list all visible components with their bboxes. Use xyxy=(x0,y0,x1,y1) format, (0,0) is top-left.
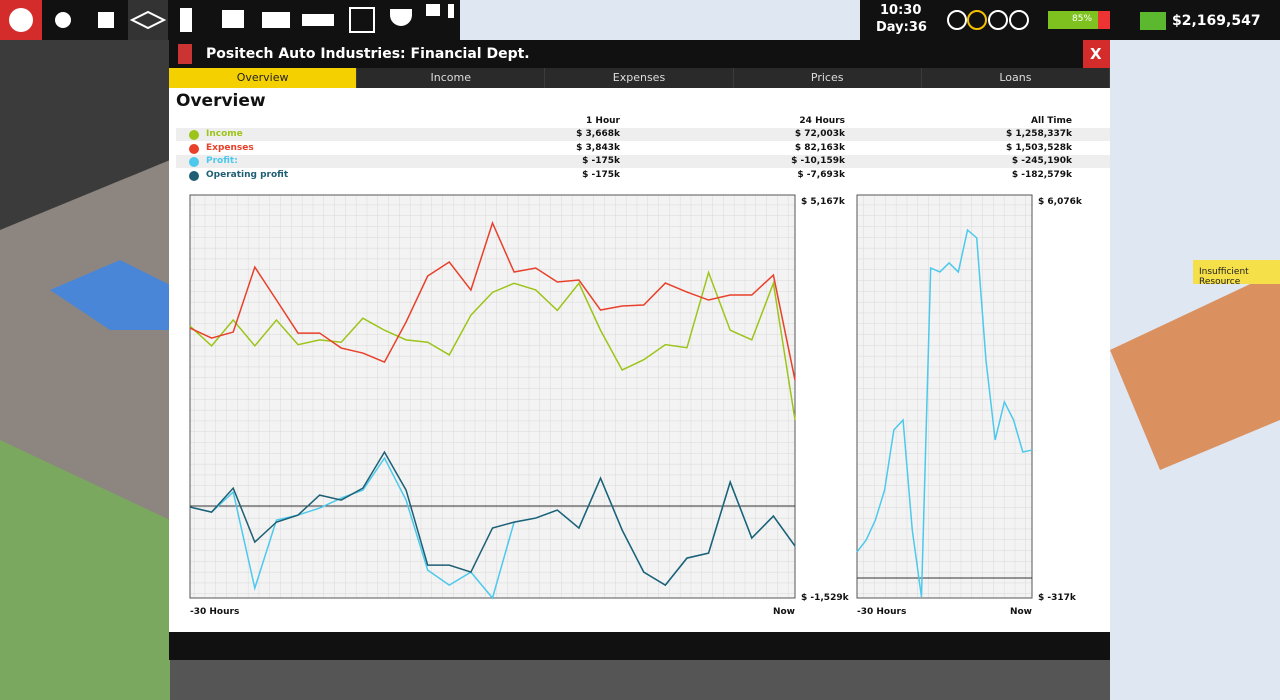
x-tick-label: -30 Hours xyxy=(190,607,239,617)
legend-dot xyxy=(189,157,199,167)
tool-active[interactable] xyxy=(128,0,168,40)
play[interactable] xyxy=(967,10,987,30)
save-icon[interactable] xyxy=(98,12,114,28)
pc-icon[interactable] xyxy=(426,4,440,16)
table-row: Income $ 3,668k $ 72,003k $ 1,258,337k xyxy=(176,128,1110,141)
row-bg xyxy=(176,155,1110,168)
table-cell: $ 1,258,337k xyxy=(1005,129,1072,139)
close[interactable]: X xyxy=(1090,45,1102,63)
plot-grid xyxy=(856,194,1033,599)
tab[interactable]: Overview xyxy=(169,68,357,88)
water-tile xyxy=(50,260,170,330)
series-line xyxy=(856,228,1033,598)
series-line xyxy=(189,220,796,381)
column-header: All Time xyxy=(1031,116,1072,126)
grass xyxy=(0,440,170,700)
close-bg[interactable] xyxy=(1083,40,1110,68)
legend-label: Expenses xyxy=(206,142,254,153)
window-title: Positech Auto Industries: Financial Dept… xyxy=(206,46,530,62)
clock: 10:30 xyxy=(880,3,922,18)
table-cell: $ -182,579k xyxy=(1011,169,1072,180)
heading: Overview xyxy=(176,91,266,111)
y-tick-label: $ 6,076k xyxy=(1038,197,1083,207)
x-tick-label: Now xyxy=(773,607,795,617)
day: Day:36 xyxy=(876,20,927,35)
money: $2,169,547 xyxy=(1172,13,1261,29)
settings-icon[interactable] xyxy=(55,12,71,28)
legend-dot xyxy=(189,143,199,154)
flag-icon[interactable] xyxy=(448,4,454,18)
floor-zone xyxy=(1110,270,1280,470)
research-icon[interactable] xyxy=(180,8,192,32)
floor-bottom xyxy=(170,660,1110,700)
chart-icon[interactable] xyxy=(349,7,375,33)
table-cell: $ 3,668k xyxy=(576,129,620,139)
table-cell: $ 3,843k xyxy=(576,142,620,153)
table-cell: $ 1,503,528k xyxy=(1005,142,1072,153)
tab[interactable]: Prices xyxy=(733,68,921,88)
series-line xyxy=(189,450,796,587)
fast[interactable] xyxy=(988,10,1008,30)
column-header: 1 Hour xyxy=(586,116,620,126)
table-cell: $ -175k xyxy=(582,156,620,166)
floor-icon xyxy=(129,10,167,30)
pause[interactable] xyxy=(947,10,967,30)
table-row: Profit: $ -175k $ -10,159k $ -245,190k xyxy=(176,155,1110,168)
tab[interactable]: Income xyxy=(357,68,545,88)
table-cell: $ -175k xyxy=(582,169,620,180)
table-cell: $ 82,163k xyxy=(794,142,845,153)
money-icon xyxy=(1140,12,1166,30)
battery-label: 85% xyxy=(1072,14,1093,24)
table-row: Expenses $ 3,843k $ 82,163k $ 1,503,528k xyxy=(176,142,1110,155)
y-tick-label: $ -317k xyxy=(1038,593,1077,603)
legend-dot xyxy=(189,130,199,140)
note: Insufficient Resource xyxy=(1199,267,1249,287)
table-cell: $ -7,693k xyxy=(797,169,845,180)
legend-label: Income xyxy=(206,129,243,139)
y-tick-label: $ -1,529k xyxy=(801,593,850,603)
tv-icon[interactable] xyxy=(222,10,244,28)
table-row: Operating profit $ -175k $ -7,693k $ -182,5… xyxy=(176,169,1110,182)
x-tick-label: Now xyxy=(1010,607,1032,617)
car-icon[interactable] xyxy=(262,12,290,28)
note-bg xyxy=(1193,260,1280,284)
trophy-icon[interactable] xyxy=(390,9,412,26)
legend-dot xyxy=(189,170,199,181)
logo[interactable] xyxy=(9,8,33,32)
plots: $ 5,167k $ -1,529k -30 Hours Now $ 6,076k $ -… xyxy=(189,197,1083,617)
table-cell: $ -245,190k xyxy=(1011,156,1072,166)
table-cell: $ -10,159k xyxy=(791,156,845,166)
floor-top xyxy=(460,0,860,40)
row-bg xyxy=(176,128,1110,141)
showroom-icon[interactable] xyxy=(302,14,334,26)
tab[interactable]: Expenses xyxy=(545,68,733,88)
table-header: 1 Hour 24 Hours All Time xyxy=(176,115,1110,128)
battery xyxy=(1048,11,1110,29)
table-cell: $ 72,003k xyxy=(794,129,845,139)
column-header: 24 Hours xyxy=(799,116,845,126)
window-titlebar xyxy=(169,40,1110,68)
plot-grid xyxy=(189,194,796,599)
legend-label: Operating profit xyxy=(206,169,289,180)
window-footer xyxy=(169,632,1110,660)
x-tick-label: -30 Hours xyxy=(857,607,906,617)
battery-low xyxy=(1098,11,1110,29)
tab[interactable]: Loans xyxy=(921,68,1109,88)
fastest[interactable] xyxy=(1009,10,1029,30)
y-tick-label: $ 5,167k xyxy=(801,197,846,207)
legend-label: Profit: xyxy=(206,156,238,166)
window-icon xyxy=(178,44,192,64)
series-line xyxy=(189,270,796,421)
